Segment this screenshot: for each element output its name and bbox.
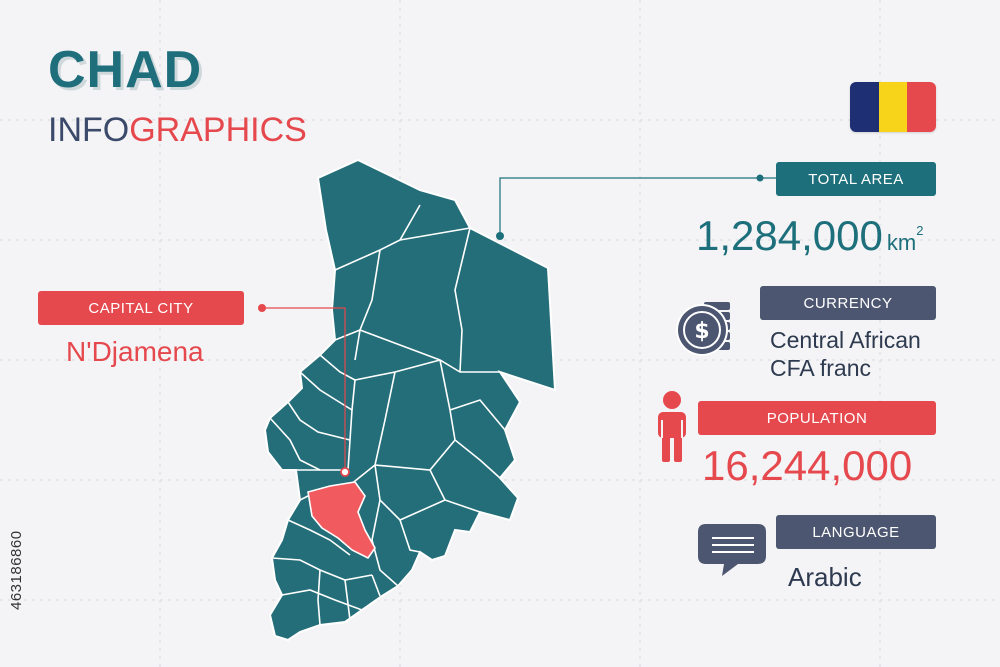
subtitle-part-graphics: GRAPHICS bbox=[129, 111, 307, 149]
currency-symbol: $ bbox=[694, 319, 709, 344]
total-area-value: 1,284,000 km2 bbox=[696, 212, 923, 260]
page-subtitle: INFOGRAPHICS bbox=[48, 110, 307, 150]
subtitle-part-info: INFO bbox=[48, 111, 130, 149]
currency-value-line1: Central African bbox=[770, 327, 921, 353]
flag-stripe-yellow bbox=[878, 82, 908, 132]
capital-city-label: CAPITAL CITY bbox=[38, 291, 244, 325]
chad-flag bbox=[850, 82, 936, 132]
person-icon bbox=[658, 391, 686, 462]
flag-stripe-red bbox=[907, 82, 936, 132]
language-label: LANGUAGE bbox=[776, 515, 936, 549]
region-borders bbox=[269, 204, 506, 626]
total-area-label: TOTAL AREA bbox=[776, 162, 936, 196]
population-value: 16,244,000 bbox=[702, 442, 913, 489]
currency-label: CURRENCY bbox=[760, 286, 936, 320]
language-value: Arabic bbox=[788, 562, 862, 592]
currency-value-line2: CFA franc bbox=[770, 355, 871, 381]
coin-stack-icon: $ bbox=[676, 302, 730, 356]
total-area-unit-sup: 2 bbox=[916, 223, 924, 238]
capital-city-value: N'Djamena bbox=[66, 336, 204, 367]
stock-id-watermark: 463186860 bbox=[6, 430, 30, 610]
stock-id-text: 463186860 bbox=[8, 530, 25, 610]
currency-value: Central African CFA franc bbox=[770, 326, 921, 382]
capital-region-highlight bbox=[307, 481, 376, 560]
page-title: CHAD bbox=[48, 41, 203, 99]
total-area-unit: km bbox=[886, 230, 917, 255]
speech-bubble-icon bbox=[698, 524, 766, 576]
total-area-number: 1,284,000 bbox=[696, 212, 883, 259]
flag-stripe-blue bbox=[850, 82, 879, 132]
population-label: POPULATION bbox=[698, 401, 936, 435]
